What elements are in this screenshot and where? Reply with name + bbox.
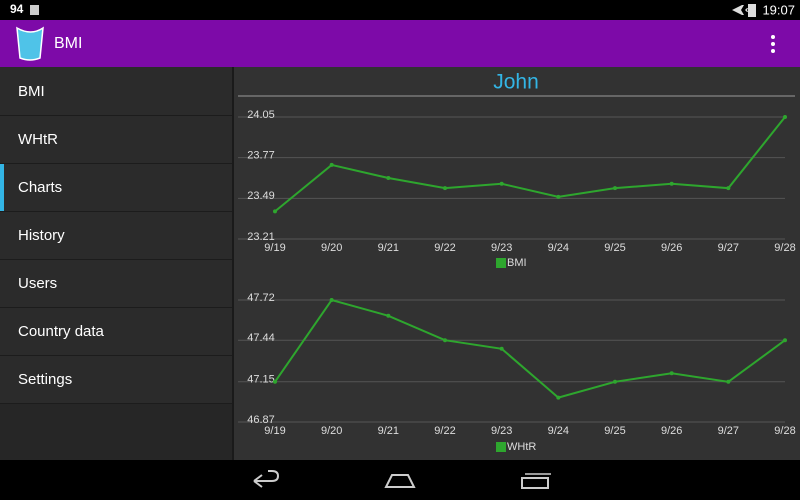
app-bar xyxy=(0,20,800,67)
data-point xyxy=(499,181,504,186)
data-point xyxy=(386,176,391,180)
y-tick-label: 47.44 xyxy=(247,332,275,344)
sidebar-empty xyxy=(0,404,232,460)
x-tick-label: 9/22 xyxy=(434,425,455,437)
x-tick-label: 9/20 xyxy=(321,425,342,437)
user-name: John xyxy=(493,71,539,94)
x-tick-label: 9/28 xyxy=(774,425,795,437)
menu-label: Charts xyxy=(18,179,62,196)
menu-label: WHtR xyxy=(18,131,58,148)
chart-panel xyxy=(234,67,800,460)
app-icon[interactable] xyxy=(16,26,44,61)
y-tick-label: 23.77 xyxy=(247,150,275,162)
data-point xyxy=(556,194,561,199)
x-tick-label: 9/27 xyxy=(718,242,739,254)
y-tick-label: 23.49 xyxy=(247,190,275,202)
menu-item[interactable] xyxy=(0,356,232,403)
x-tick-label: 9/19 xyxy=(264,242,285,254)
data-point xyxy=(613,186,617,191)
data-point xyxy=(726,186,731,191)
data-point xyxy=(783,115,787,119)
x-tick-label: 9/25 xyxy=(604,425,625,437)
x-tick-label: 9/21 xyxy=(378,242,399,254)
menu-item[interactable] xyxy=(0,68,232,115)
selected-indicator xyxy=(0,164,4,211)
data-point xyxy=(386,313,391,318)
y-tick-label: 46.87 xyxy=(247,414,275,426)
menu-item[interactable] xyxy=(0,164,232,211)
menu-item[interactable] xyxy=(0,212,232,259)
data-point xyxy=(273,209,277,214)
legend-label: BMI xyxy=(507,257,527,269)
x-tick-label: 9/23 xyxy=(491,242,512,254)
data-line xyxy=(274,298,786,399)
menu-label: BMI xyxy=(18,83,45,100)
x-tick-label: 9/28 xyxy=(774,242,795,254)
home-button[interactable] xyxy=(384,474,416,488)
data-point xyxy=(273,379,277,384)
battery-icon xyxy=(748,4,756,17)
x-tick-label: 9/24 xyxy=(548,242,569,254)
data-point xyxy=(726,379,731,384)
status-time: 19:07 xyxy=(762,2,795,17)
x-tick-label: 9/26 xyxy=(661,242,682,254)
status-icon xyxy=(30,5,39,15)
x-tick-label: 9/25 xyxy=(604,242,625,254)
menu-label: Settings xyxy=(18,371,72,388)
y-tick-label: 47.72 xyxy=(247,292,275,304)
x-tick-label: 9/22 xyxy=(434,242,455,254)
legend-label: WHtR xyxy=(507,441,536,453)
y-tick-label: 23.21 xyxy=(247,231,275,243)
x-tick-label: 9/26 xyxy=(661,425,682,437)
data-point xyxy=(669,181,674,186)
menu-label: History xyxy=(18,227,65,244)
y-tick-label: 24.05 xyxy=(247,109,275,121)
legend-swatch xyxy=(496,258,506,268)
x-tick-label: 9/20 xyxy=(321,242,342,254)
menu-item[interactable] xyxy=(0,116,232,163)
x-tick-label: 9/23 xyxy=(491,425,512,437)
recents-button[interactable] xyxy=(521,473,551,489)
data-point xyxy=(783,338,787,343)
divider xyxy=(232,67,234,460)
status-number: 94 xyxy=(10,2,24,16)
airplane-icon xyxy=(732,5,748,15)
app-title: BMI xyxy=(54,35,82,52)
menu-label: Country data xyxy=(18,323,105,340)
x-tick-label: 9/27 xyxy=(718,425,739,437)
menu-item[interactable] xyxy=(0,260,232,307)
data-point xyxy=(669,371,674,376)
data-point xyxy=(556,395,561,400)
data-point xyxy=(613,379,617,384)
data-point xyxy=(499,346,504,351)
data-point xyxy=(443,186,447,191)
data-line xyxy=(274,116,786,213)
overflow-menu[interactable] xyxy=(771,35,775,53)
back-button[interactable] xyxy=(253,470,280,488)
legend-swatch xyxy=(496,442,506,452)
status-bar xyxy=(0,0,800,20)
y-tick-label: 47.15 xyxy=(247,374,275,386)
menu-label: Users xyxy=(18,275,57,292)
x-tick-label: 9/21 xyxy=(378,425,399,437)
data-point xyxy=(329,298,334,302)
x-tick-label: 9/24 xyxy=(548,425,569,437)
x-tick-label: 9/19 xyxy=(264,425,285,437)
data-point xyxy=(443,338,447,343)
menu-item[interactable] xyxy=(0,308,232,355)
data-point xyxy=(329,162,334,167)
nav-bar xyxy=(0,460,800,500)
